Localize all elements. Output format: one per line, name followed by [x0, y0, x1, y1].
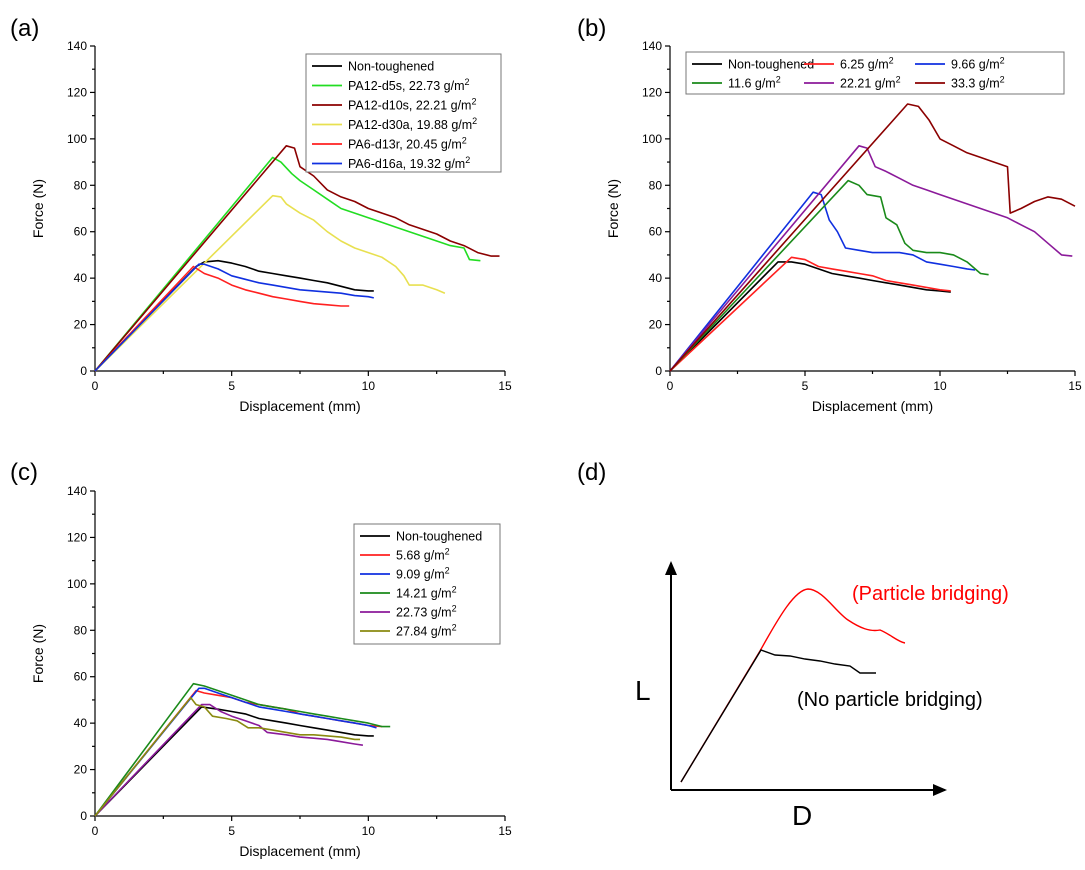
y-tick-label: 120 [642, 85, 662, 99]
y-tick-label: 100 [67, 577, 87, 591]
schematic-bridging-curve [680, 588, 906, 783]
y-tick-label: 60 [74, 670, 88, 684]
legend-box [685, 51, 1065, 95]
schematic-no-bridging-label: (No particle bridging) [797, 689, 983, 711]
panel-label-b: (b) [577, 15, 606, 42]
series-line [669, 261, 951, 372]
chart-c: 0 20 40 60 80 100 120 140 0 5 10 15 Displacement (mm… [30, 484, 512, 859]
legend-label: 6.25 g/m2 [840, 56, 894, 72]
series-line [669, 103, 1076, 372]
legend-label: PA12-d5s, 22.73 g/m2 [348, 77, 470, 93]
series-line [669, 179, 989, 372]
y-tick-label: 40 [74, 271, 88, 285]
x-tick-label: 10 [362, 824, 376, 838]
series-line [94, 263, 374, 372]
panel-label-a: (a) [10, 15, 39, 42]
chart-b: 0 20 40 60 80 100 120 140 0 5 10 15 Displacement (mm… [605, 39, 1082, 414]
y-tick-label: 60 [74, 225, 88, 239]
y-tick-label: 0 [80, 364, 87, 378]
y-axis-label: Force (N) [30, 179, 46, 238]
y-tick-label: 140 [642, 39, 662, 53]
panel-label-c: (c) [10, 459, 38, 486]
y-tick-label: 20 [74, 318, 88, 332]
schematic-y-label: L [635, 675, 651, 706]
y-tick-label: 140 [67, 484, 87, 498]
x-axis-label: Displacement (mm) [239, 398, 360, 414]
legend-label: 9.66 g/m2 [951, 56, 1005, 72]
schematic-d: L D (Particle bridging) (No particle bri… [635, 561, 1009, 831]
legend-label: PA12-d10s, 22.21 g/m2 [348, 97, 476, 113]
x-tick-label: 5 [228, 824, 235, 838]
legend-label: 11.6 g/m2 [728, 75, 781, 91]
legend-label: Non-toughened [348, 60, 434, 74]
legend-label: 27.84 g/m2 [396, 623, 457, 639]
schematic-no-bridging-curve [680, 649, 876, 783]
legend-label: Non-toughened [728, 58, 814, 72]
schematic-bridging-label: (Particle bridging) [852, 583, 1009, 605]
legend-label: PA6-d13r, 20.45 g/m2 [348, 136, 467, 152]
x-tick-label: 0 [667, 379, 674, 393]
y-tick-label: 120 [67, 85, 87, 99]
legend-label: PA6-d16a, 19.32 g/m2 [348, 155, 470, 171]
legend-label: PA12-d30a, 19.88 g/m2 [348, 116, 477, 132]
x-tick-label: 0 [92, 379, 99, 393]
y-tick-label: 140 [67, 39, 87, 53]
series-line [94, 703, 364, 817]
legend-box [353, 523, 501, 645]
legend-box [305, 53, 502, 173]
x-tick-label: 0 [92, 824, 99, 838]
x-tick-label: 10 [362, 379, 376, 393]
y-tick-label: 80 [649, 178, 663, 192]
schematic-x-label: D [792, 800, 812, 831]
y-tick-label: 80 [74, 178, 88, 192]
series-line [94, 687, 377, 817]
y-axis-label: Force (N) [605, 179, 621, 238]
y-tick-label: 60 [649, 225, 663, 239]
y-tick-label: 20 [74, 763, 88, 777]
x-tick-label: 5 [228, 379, 235, 393]
x-tick-label: 5 [802, 379, 809, 393]
series-line [94, 194, 446, 372]
series-line [94, 696, 361, 817]
x-axis-label: Displacement (mm) [239, 843, 360, 859]
series-line [94, 682, 391, 817]
y-tick-label: 100 [642, 132, 662, 146]
y-tick-label: 100 [67, 132, 87, 146]
y-tick-label: 80 [74, 623, 88, 637]
series-line [94, 706, 374, 817]
y-tick-label: 0 [80, 809, 87, 823]
y-tick-label: 20 [649, 318, 663, 332]
y-tick-label: 40 [649, 271, 663, 285]
y-tick-label: 0 [655, 364, 662, 378]
x-tick-label: 15 [498, 824, 512, 838]
series-line [94, 265, 350, 372]
legend-label: 9.09 g/m2 [396, 566, 450, 582]
legend-label: 14.21 g/m2 [396, 585, 457, 601]
series-line [669, 256, 951, 372]
series-line [94, 689, 383, 817]
legend-label: 22.21 g/m2 [840, 75, 901, 91]
y-tick-label: 40 [74, 716, 88, 730]
legend-label: 5.68 g/m2 [396, 547, 450, 563]
series-line [94, 145, 500, 372]
x-axis-label: Displacement (mm) [812, 398, 933, 414]
y-axis-label: Force (N) [30, 624, 46, 683]
series-line [94, 156, 481, 372]
x-tick-label: 10 [933, 379, 947, 393]
panel-label-d: (d) [577, 459, 606, 486]
legend-label: Non-toughened [396, 530, 482, 544]
legend-label: 22.73 g/m2 [396, 604, 457, 620]
chart-a: 0 20 40 60 80 100 120 140 0 5 10 15 Displacement (mm… [30, 39, 512, 414]
y-tick-label: 120 [67, 530, 87, 544]
x-tick-label: 15 [1068, 379, 1082, 393]
x-tick-label: 15 [498, 379, 512, 393]
series-line [669, 145, 1073, 372]
series-line [669, 191, 976, 372]
series-line [94, 259, 374, 372]
legend-label: 33.3 g/m2 [951, 75, 1005, 91]
